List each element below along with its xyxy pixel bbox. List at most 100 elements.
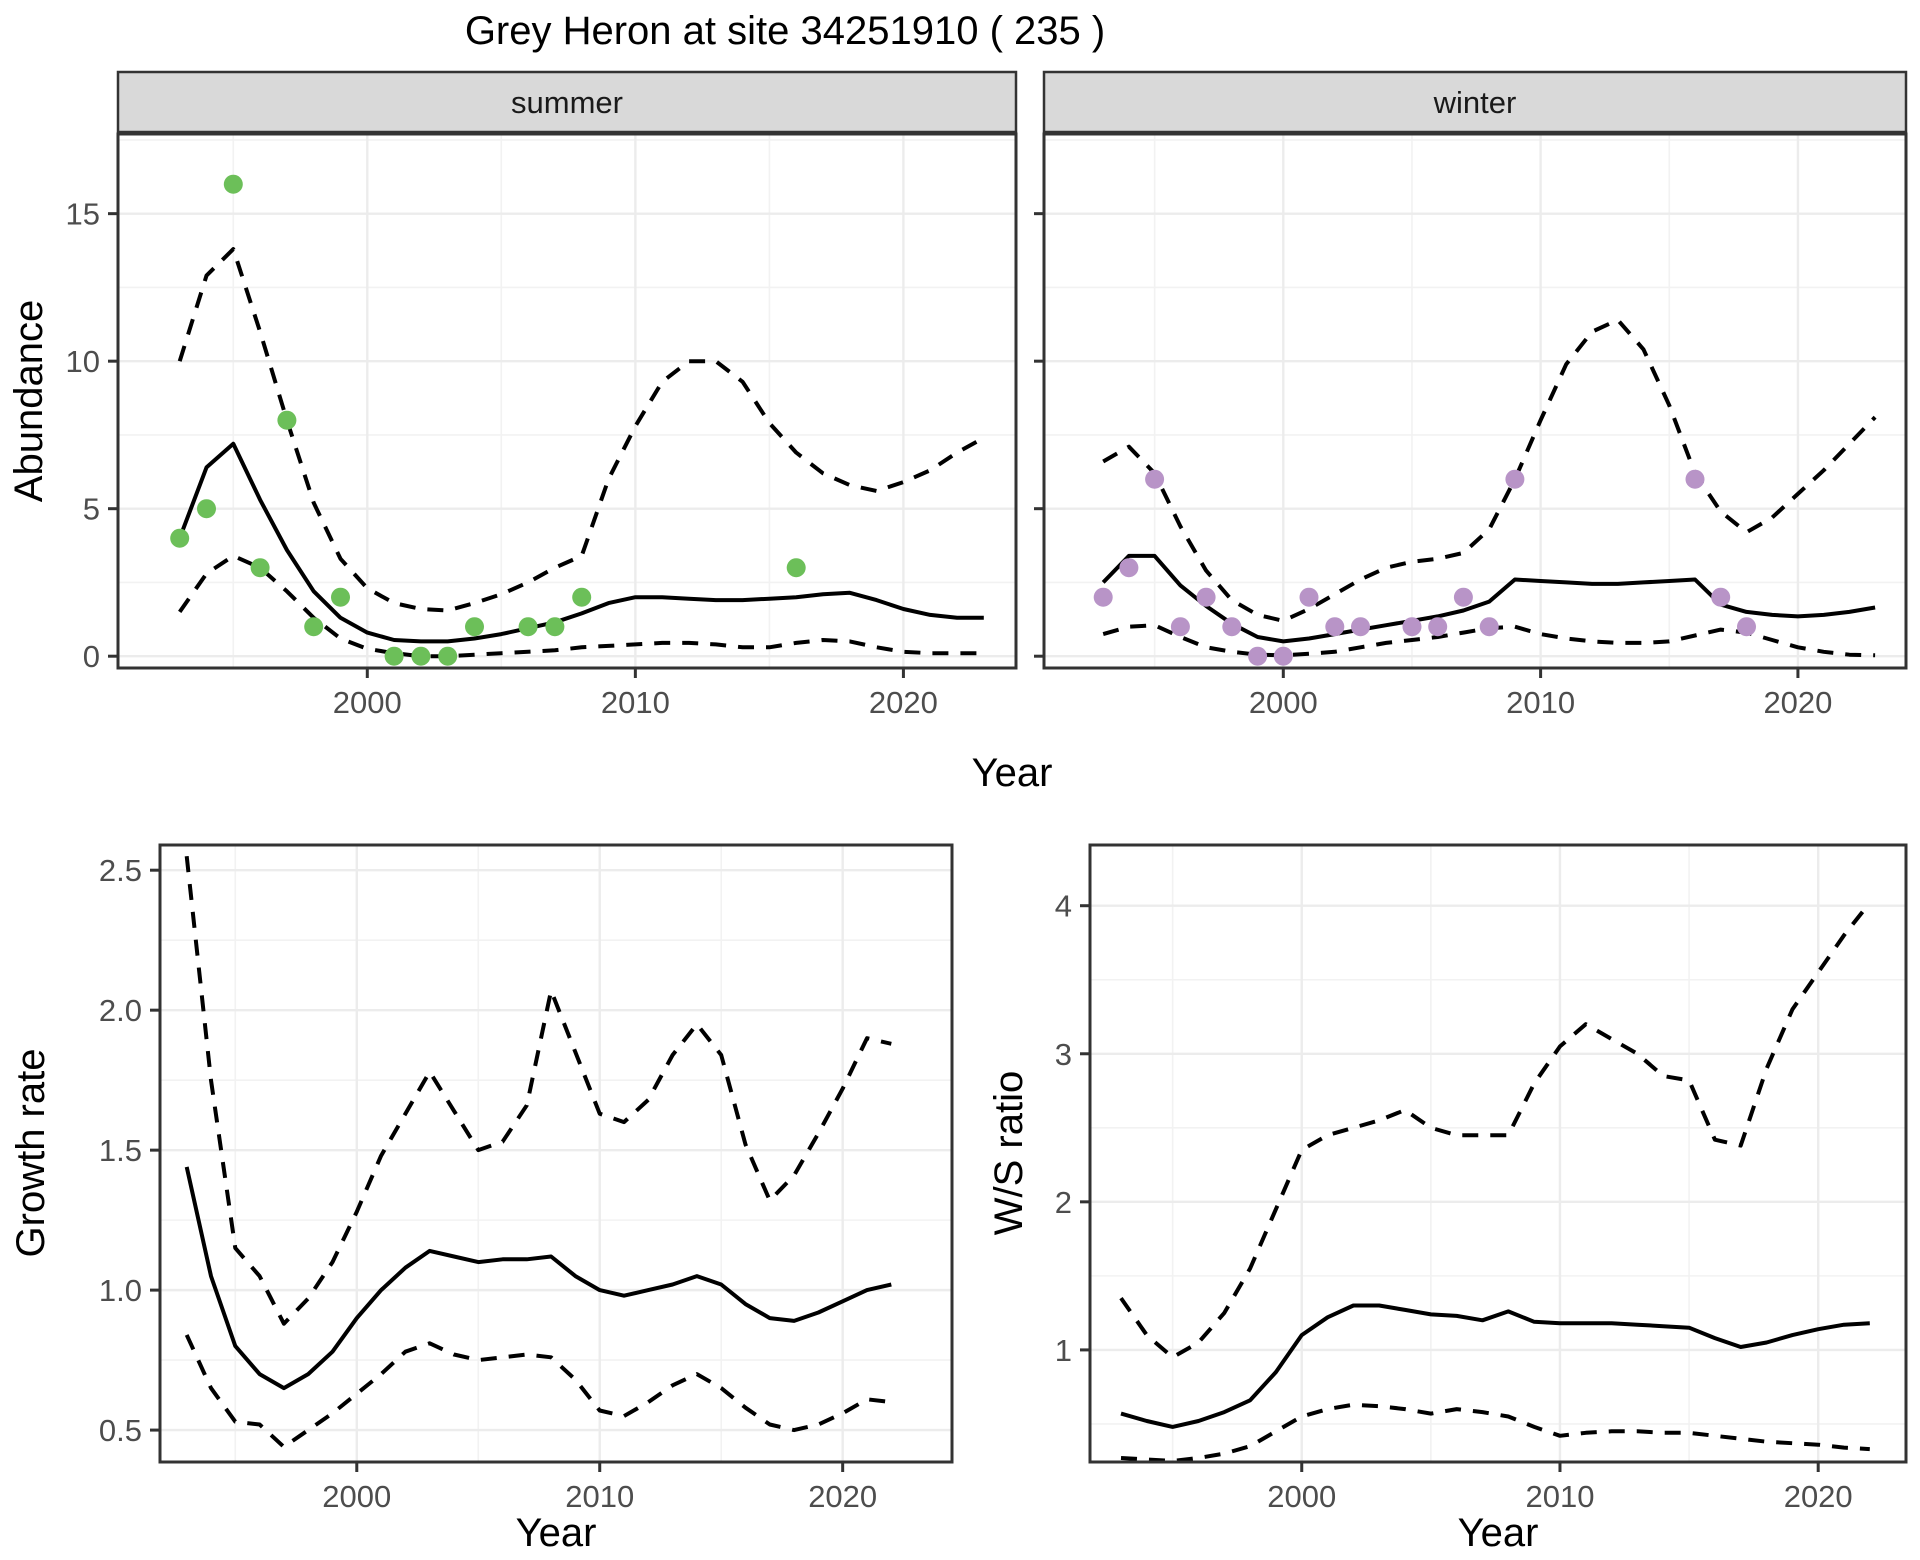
summer_abundance-data-point — [572, 587, 592, 607]
y-tick-label: 4 — [1055, 889, 1072, 924]
ws_ratio-panel-border — [1088, 843, 1908, 1464]
y-tick-label: 3 — [1055, 1037, 1072, 1072]
winter_abundance-data-point — [1351, 617, 1370, 637]
winter_abundance-data-point — [1505, 469, 1525, 489]
x-tick-label: 2020 — [1784, 1479, 1853, 1514]
ws-ratio-x-axis-title: Year — [1458, 1511, 1539, 1555]
summer_abundance-panel-border — [116, 132, 1018, 670]
x-tick-label: 2000 — [1267, 1479, 1336, 1514]
ws_ratio-x-axis: 2000 2010 2020 — [1267, 1462, 1853, 1514]
x-tick-label: 2020 — [869, 685, 938, 720]
summer_abundance-data-point — [786, 558, 806, 578]
ws_ratio-y-axis: 1 2 3 4 — [1055, 889, 1090, 1368]
ws_ratio-panel-background — [1090, 845, 1906, 1462]
growth_rate-panel-background — [160, 845, 952, 1462]
winter_abundance-data-point — [1711, 587, 1731, 607]
x-tick-label: 2020 — [808, 1479, 877, 1514]
winter_abundance-data-point — [1119, 558, 1139, 578]
facet-strip-winter — [1042, 70, 1908, 134]
y-tick-label: 2.5 — [99, 853, 142, 888]
ws_ratio-minor-gridlines — [1090, 845, 1906, 1462]
winter_abundance-data-point — [1402, 617, 1422, 637]
growth_rate-mean-line — [184, 1166, 892, 1391]
summer_observations — [170, 174, 806, 666]
winter_abundance-data-point — [1222, 617, 1242, 637]
winter_abundance-data-point — [1170, 617, 1190, 637]
summer_abundance-data-point — [465, 617, 484, 637]
winter_abundance-data-point — [1428, 617, 1448, 637]
summer_abundance-y-axis: 0 5 10 15 — [66, 197, 118, 674]
facet-label-summer: summer — [511, 85, 623, 120]
summer_abundance-data-point — [438, 646, 458, 666]
top-x-axis-title: Year — [972, 751, 1053, 795]
summer_abundance-data-point — [384, 646, 404, 666]
winter_abundance-data-point — [1299, 587, 1319, 607]
x-tick-label: 2000 — [322, 1479, 391, 1514]
winter_abundance-series — [1093, 317, 1877, 666]
growth_rate-upper_ci-line — [184, 855, 892, 1326]
ws_ratio-series — [1119, 901, 1872, 1462]
winter_observations — [1093, 469, 1756, 666]
summer_abundance-panel-background — [118, 134, 1016, 668]
x-tick-label: 2000 — [1249, 685, 1318, 720]
winter_abundance-data-point — [1248, 646, 1268, 666]
growth-rate-axis-title: Growth rate — [9, 1049, 53, 1258]
x-tick-label: 2020 — [1763, 685, 1832, 720]
summer_abundance-x-axis: 2000 2010 2020 — [333, 668, 938, 720]
y-tick-label: 2.0 — [99, 993, 142, 1028]
summer_abundance-minor-gridlines — [118, 134, 1016, 668]
winter_abundance-panel-background — [1044, 134, 1906, 668]
winter_abundance-data-point — [1273, 646, 1293, 666]
winter_abundance-data-point — [1685, 469, 1705, 489]
summer_abundance-data-point — [518, 617, 538, 637]
y-tick-label: 5 — [83, 492, 100, 527]
x-tick-label: 2000 — [333, 685, 402, 720]
summer_abundance-data-point — [170, 528, 190, 548]
facet-label-winter: winter — [1433, 85, 1517, 120]
summer_abundance-panel: 2000 2010 2020 0 5 10 15 — [66, 132, 1018, 720]
summer_abundance-data-point — [545, 617, 565, 637]
ws_ratio-mean-line — [1120, 1303, 1870, 1429]
y-tick-label: 1.5 — [99, 1133, 142, 1168]
summer_abundance-mean-line — [177, 441, 984, 644]
summer_abundance-major-gridlines — [118, 134, 1016, 668]
ws_ratio-major-gridlines — [1090, 845, 1906, 1462]
summer_abundance-data-point — [411, 646, 431, 666]
ws_ratio-upper_ci-line — [1119, 901, 1872, 1360]
summer_abundance-data-point — [223, 174, 243, 194]
growth_rate-series — [184, 855, 892, 1449]
growth_rate-x-axis: 2000 2010 2020 — [322, 1462, 877, 1514]
y-tick-label: 10 — [66, 344, 100, 379]
x-tick-label: 2010 — [565, 1479, 634, 1514]
summer_abundance-data-point — [197, 499, 216, 519]
y-tick-label: 0 — [83, 639, 100, 674]
y-tick-label: 15 — [66, 197, 100, 232]
x-tick-label: 2010 — [1525, 1479, 1594, 1514]
y-tick-label: 1 — [1055, 1333, 1072, 1368]
winter_abundance-data-point — [1453, 587, 1473, 607]
y-tick-label: 0.5 — [99, 1413, 142, 1448]
winter_abundance-x-axis: 2000 2010 2020 — [1249, 668, 1832, 720]
winter_abundance-y-axis — [1034, 212, 1044, 658]
y-tick-label: 1.0 — [99, 1273, 142, 1308]
growth_rate-panel-border — [158, 843, 954, 1464]
winter_abundance-data-point — [1479, 617, 1499, 637]
ws-ratio-axis-title: W/S ratio — [987, 1071, 1031, 1235]
plot-title: Grey Heron at site 34251910 ( 235 ) — [465, 9, 1105, 53]
summer_abundance-data-point — [331, 587, 350, 607]
growth_rate-lower_ci-line — [184, 1334, 892, 1449]
growth_rate-panel: 2000 2010 2020 0.5 1.0 1.5 2.0 2.5 — [99, 843, 954, 1514]
facet-strips — [116, 70, 1908, 134]
winter_abundance-data-point — [1196, 587, 1216, 607]
winter_abundance-data-point — [1145, 469, 1165, 489]
winter_abundance-panel: 2000 2010 2020 — [1034, 132, 1908, 720]
growth-rate-x-axis-title: Year — [516, 1511, 597, 1555]
winter_abundance-data-point — [1093, 587, 1113, 607]
abundance-axis-title: Abundance — [7, 300, 51, 502]
growth_rate-major-gridlines — [160, 845, 952, 1462]
summer_abundance-upper_ci-line — [177, 247, 985, 613]
winter_abundance-data-point — [1737, 617, 1756, 637]
growth_rate-y-axis: 0.5 1.0 1.5 2.0 2.5 — [99, 853, 160, 1448]
